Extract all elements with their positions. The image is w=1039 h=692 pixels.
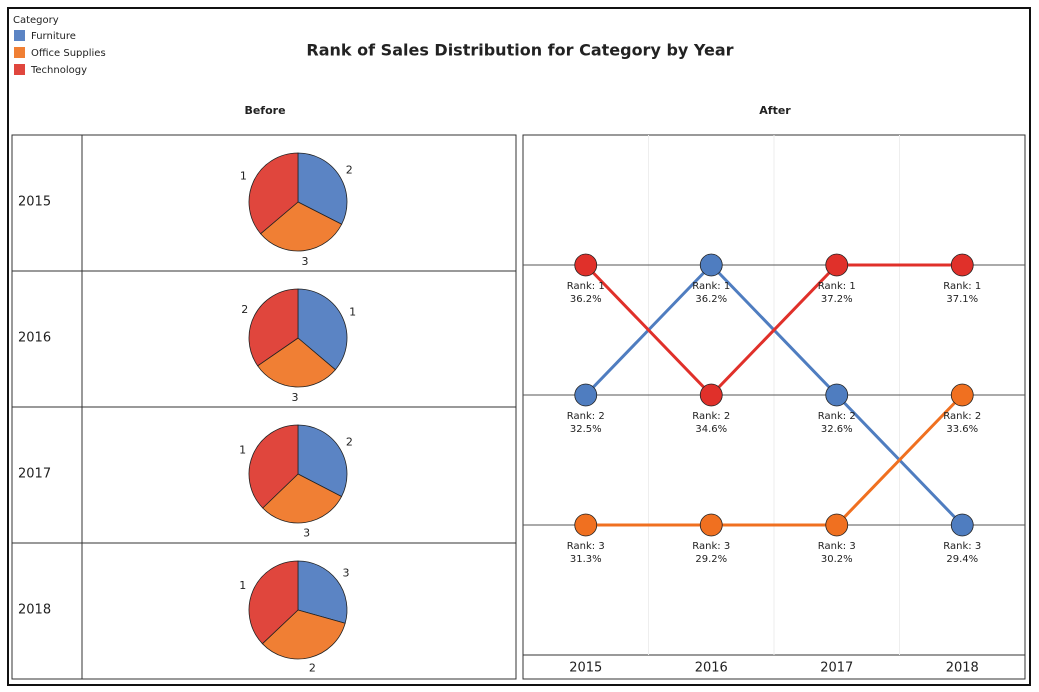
pie-slice <box>248 424 299 509</box>
share-label: 32.6% <box>821 424 853 435</box>
share-label: 36.2% <box>695 294 727 305</box>
share-label: 29.4% <box>946 554 978 565</box>
legend-swatch <box>14 64 25 75</box>
legend-swatch <box>14 30 25 41</box>
point <box>699 513 723 537</box>
share-label: 37.1% <box>946 294 978 305</box>
row-label: 2017 <box>18 467 51 482</box>
rank-label: Rank: 2 <box>818 411 856 422</box>
pie-slice <box>257 337 336 388</box>
share-label: 29.2% <box>695 554 727 565</box>
rank-label: Rank: 2 <box>943 411 981 422</box>
point <box>574 513 598 537</box>
rank-label: Rank: 1 <box>943 281 981 292</box>
frame <box>7 7 1031 686</box>
pie-slice <box>248 560 299 645</box>
rank-label: Rank: 1 <box>818 281 856 292</box>
panel-title: After <box>759 104 791 117</box>
pie-rank-label: 2 <box>346 164 353 177</box>
legend-label: Office Supplies <box>31 48 106 59</box>
point <box>574 253 598 277</box>
x-tick-label: 2018 <box>946 661 979 676</box>
pie-rank-label: 2 <box>346 436 353 449</box>
pie-slice <box>297 152 348 225</box>
share-label: 34.6% <box>695 424 727 435</box>
point <box>574 383 598 407</box>
pie-rank-label: 3 <box>301 255 308 268</box>
rank-label: Rank: 3 <box>943 541 981 552</box>
point <box>950 513 974 537</box>
pie-slice <box>297 424 348 498</box>
x-tick-label: 2016 <box>695 661 728 676</box>
point <box>950 253 974 277</box>
pie-slice <box>261 609 346 660</box>
point <box>699 253 723 277</box>
pie-slice <box>262 473 343 524</box>
pie-slice <box>248 152 299 235</box>
share-label: 30.2% <box>821 554 853 565</box>
share-label: 37.2% <box>821 294 853 305</box>
pie-rank-label: 3 <box>303 527 310 540</box>
pie-slice <box>297 560 348 624</box>
rank-label: Rank: 1 <box>692 281 730 292</box>
share-label: 36.2% <box>570 294 602 305</box>
x-tick-label: 2017 <box>820 661 853 676</box>
pie-rank-label: 3 <box>342 567 349 580</box>
legend-label: Technology <box>30 65 87 76</box>
pie-rank-label: 1 <box>239 443 246 456</box>
point <box>950 383 974 407</box>
legend-label: Furniture <box>31 31 76 42</box>
share-label: 31.3% <box>570 554 602 565</box>
point <box>825 253 849 277</box>
legend-swatch <box>14 47 25 58</box>
rank-label: Rank: 2 <box>692 411 730 422</box>
legend-title: Category <box>13 15 59 26</box>
row-label: 2018 <box>18 603 51 618</box>
rank-label: Rank: 3 <box>567 541 605 552</box>
series-line <box>584 263 963 398</box>
pie-slice <box>248 288 299 367</box>
row-label: 2015 <box>18 195 51 210</box>
rank-label: Rank: 2 <box>567 411 605 422</box>
pie-slice <box>297 288 348 371</box>
panel-title: Before <box>244 104 285 117</box>
pie-rank-label: 1 <box>349 306 356 319</box>
title: Rank of Sales Distribution for Category … <box>306 41 733 60</box>
row-label: 2016 <box>18 331 51 346</box>
rank-label: Rank: 1 <box>567 281 605 292</box>
x-tick-label: 2015 <box>569 661 602 676</box>
rank-label: Rank: 3 <box>692 541 730 552</box>
rank-label: Rank: 3 <box>818 541 856 552</box>
point <box>699 383 723 407</box>
series-line <box>585 393 964 527</box>
pie-rank-label: 1 <box>239 579 246 592</box>
point <box>825 383 849 407</box>
pie-rank-label: 2 <box>309 661 316 674</box>
pie-rank-label: 1 <box>240 170 247 183</box>
point <box>825 513 849 537</box>
share-label: 32.5% <box>570 424 602 435</box>
pie-rank-label: 2 <box>241 303 248 316</box>
pie-slice <box>260 201 343 252</box>
pie-rank-label: 3 <box>291 391 298 404</box>
share-label: 33.6% <box>946 424 978 435</box>
